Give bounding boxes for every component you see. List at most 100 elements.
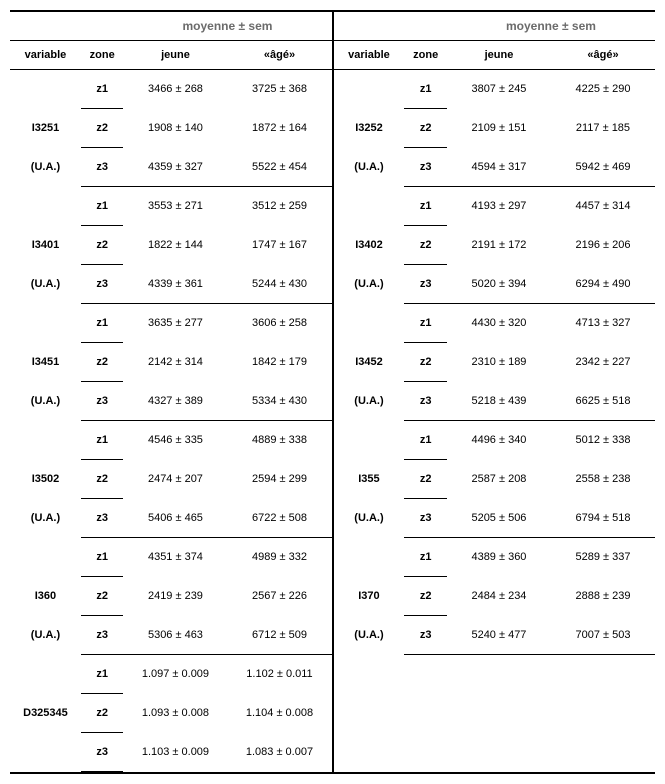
cell-variable-name: I3452 — [334, 343, 405, 382]
table-row: I3502z22474 ± 2072594 ± 299 — [10, 460, 332, 499]
cell-jeune: 5240 ± 477 — [447, 616, 551, 655]
table-row: z13807 ± 2454225 ± 290 — [334, 70, 656, 109]
cell-zone: z2 — [81, 109, 124, 148]
cell-age: 1872 ± 164 — [227, 109, 331, 148]
cell-age: 5334 ± 430 — [227, 382, 331, 421]
cell-jeune: 2474 ± 207 — [123, 460, 227, 499]
cell-variable-unit: (U.A.) — [334, 616, 405, 655]
cell-jeune: 5205 ± 506 — [447, 499, 551, 538]
cell-zone: z2 — [404, 343, 447, 382]
cell-variable-blank — [334, 538, 405, 577]
cell-zone: z3 — [404, 499, 447, 538]
cell-age: 2558 ± 238 — [551, 460, 655, 499]
cell-age: 5244 ± 430 — [227, 265, 331, 304]
cell-variable-name: I3402 — [334, 226, 405, 265]
table-row: I3451z22142 ± 3141842 ± 179 — [10, 343, 332, 382]
cell-jeune: 3466 ± 268 — [123, 70, 227, 109]
cell-age: 6712 ± 509 — [227, 616, 331, 655]
column-header-row: variable zone jeune «âgé» — [334, 41, 656, 70]
cell-empty — [334, 731, 405, 769]
cell-age: 1842 ± 179 — [227, 343, 331, 382]
cell-age: 7007 ± 503 — [551, 616, 655, 655]
cell-variable-name: I3502 — [10, 460, 81, 499]
cell-zone: z2 — [404, 109, 447, 148]
table-row-empty — [334, 731, 656, 769]
table-row: (U.A.)z35020 ± 3946294 ± 490 — [334, 265, 656, 304]
cell-jeune: 2310 ± 189 — [447, 343, 551, 382]
cell-jeune: 1.093 ± 0.008 — [123, 694, 227, 733]
cell-age: 5289 ± 337 — [551, 538, 655, 577]
cell-age: 5012 ± 338 — [551, 421, 655, 460]
cell-zone: z1 — [404, 304, 447, 343]
table-right: moyenne ± sem variable zone jeune «âgé» … — [334, 12, 656, 769]
panel-left: moyenne ± sem variable zone jeune «âgé» … — [10, 12, 334, 772]
col-age: «âgé» — [227, 41, 331, 70]
cell-jeune: 4351 ± 374 — [123, 538, 227, 577]
cell-jeune: 4496 ± 340 — [447, 421, 551, 460]
table-row: I3251z21908 ± 1401872 ± 164 — [10, 109, 332, 148]
cell-age: 2342 ± 227 — [551, 343, 655, 382]
cell-jeune: 2142 ± 314 — [123, 343, 227, 382]
cell-jeune: 2419 ± 239 — [123, 577, 227, 616]
table-row: (U.A.)z35306 ± 4636712 ± 509 — [10, 616, 332, 655]
cell-age: 5942 ± 469 — [551, 148, 655, 187]
cell-zone: z3 — [81, 733, 124, 772]
cell-variable-blank — [10, 304, 81, 343]
cell-variable-unit: (U.A.) — [334, 148, 405, 187]
table-row: (U.A.)z35218 ± 4396625 ± 518 — [334, 382, 656, 421]
cell-variable-blank — [10, 655, 81, 694]
cell-age: 4889 ± 338 — [227, 421, 331, 460]
col-zone: zone — [404, 41, 447, 70]
table-row: I3452z22310 ± 1892342 ± 227 — [334, 343, 656, 382]
cell-variable-unit: (U.A.) — [10, 265, 81, 304]
column-header-row: variable zone jeune «âgé» — [10, 41, 332, 70]
cell-jeune: 2484 ± 234 — [447, 577, 551, 616]
cell-age: 4989 ± 332 — [227, 538, 331, 577]
cell-variable-unit: (U.A.) — [334, 265, 405, 304]
cell-zone: z2 — [404, 460, 447, 499]
table-wrapper: moyenne ± sem variable zone jeune «âgé» … — [10, 10, 655, 774]
cell-zone: z3 — [404, 616, 447, 655]
cell-age: 4457 ± 314 — [551, 187, 655, 226]
table-row: I355z22587 ± 2082558 ± 238 — [334, 460, 656, 499]
cell-age: 6294 ± 490 — [551, 265, 655, 304]
cell-age: 4225 ± 290 — [551, 70, 655, 109]
cell-variable-blank — [334, 304, 405, 343]
cell-zone: z3 — [404, 382, 447, 421]
cell-age: 3606 ± 258 — [227, 304, 331, 343]
cell-variable-name: I3451 — [10, 343, 81, 382]
cell-zone: z3 — [81, 616, 124, 655]
cell-zone: z3 — [81, 382, 124, 421]
table-row: (U.A.)z34359 ± 3275522 ± 454 — [10, 148, 332, 187]
table-row: z14430 ± 3204713 ± 327 — [334, 304, 656, 343]
table-row: I3252z22109 ± 1512117 ± 185 — [334, 109, 656, 148]
cell-jeune: 2191 ± 172 — [447, 226, 551, 265]
cell-jeune: 3635 ± 277 — [123, 304, 227, 343]
table-row: z14496 ± 3405012 ± 338 — [334, 421, 656, 460]
cell-age: 6722 ± 508 — [227, 499, 331, 538]
table-row: (U.A.)z35240 ± 4777007 ± 503 — [334, 616, 656, 655]
cell-age: 6625 ± 518 — [551, 382, 655, 421]
cell-empty — [404, 693, 447, 731]
cell-zone: z1 — [81, 70, 124, 109]
cell-jeune: 4359 ± 327 — [123, 148, 227, 187]
cell-zone: z1 — [81, 538, 124, 577]
table-row: z14193 ± 2974457 ± 314 — [334, 187, 656, 226]
col-variable: variable — [334, 41, 405, 70]
table-row: (U.A.)z35205 ± 5066794 ± 518 — [334, 499, 656, 538]
cell-jeune: 2109 ± 151 — [447, 109, 551, 148]
cell-variable-unit: (U.A.) — [334, 382, 405, 421]
cell-empty — [551, 731, 655, 769]
cell-zone: z2 — [81, 226, 124, 265]
cell-variable-name: I3401 — [10, 226, 81, 265]
cell-zone: z2 — [81, 343, 124, 382]
cell-zone: z3 — [404, 265, 447, 304]
cell-zone: z3 — [81, 265, 124, 304]
table-row: I3401z21822 ± 1441747 ± 167 — [10, 226, 332, 265]
table-row: (U.A.)z34339 ± 3615244 ± 430 — [10, 265, 332, 304]
cell-zone: z3 — [81, 148, 124, 187]
table-row: z13635 ± 2773606 ± 258 — [10, 304, 332, 343]
cell-variable-blank — [10, 538, 81, 577]
cell-jeune: 5406 ± 465 — [123, 499, 227, 538]
cell-jeune: 4546 ± 335 — [123, 421, 227, 460]
